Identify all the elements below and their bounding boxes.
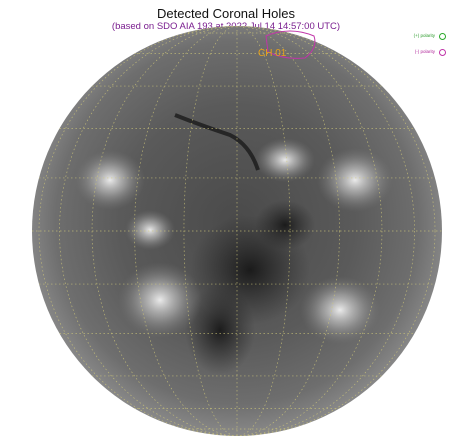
active-region <box>300 276 380 344</box>
active-region <box>118 262 202 338</box>
dark-region <box>255 200 315 250</box>
active-region <box>255 138 315 182</box>
longitude-line <box>91 26 383 436</box>
longitude-line <box>183 26 291 436</box>
coronal-hole-label: CH 01 <box>258 48 287 59</box>
negative-polarity-ring-icon <box>439 48 446 56</box>
page-title: Detected Coronal Holes <box>156 6 296 21</box>
polarity-legend: (+) polarity (-) polarity <box>414 28 446 60</box>
legend-negative: (-) polarity <box>414 44 446 60</box>
active-region <box>125 210 175 250</box>
longitude-line <box>38 26 436 436</box>
legend-positive-label: (+) polarity <box>413 33 435 38</box>
active-region <box>75 150 145 210</box>
dark-region <box>185 285 255 375</box>
positive-polarity-ring-icon <box>439 32 446 40</box>
filament <box>174 113 260 171</box>
longitude-line <box>59 26 415 436</box>
coordinate-grid <box>32 26 442 436</box>
legend-negative-label: (-) polarity <box>414 49 435 54</box>
longitude-line <box>134 26 340 436</box>
coronal-hole-ch01: CH 01 <box>258 30 316 59</box>
coronal-hole-contour <box>265 30 316 59</box>
legend-positive: (+) polarity <box>414 28 446 44</box>
active-region <box>317 148 393 212</box>
